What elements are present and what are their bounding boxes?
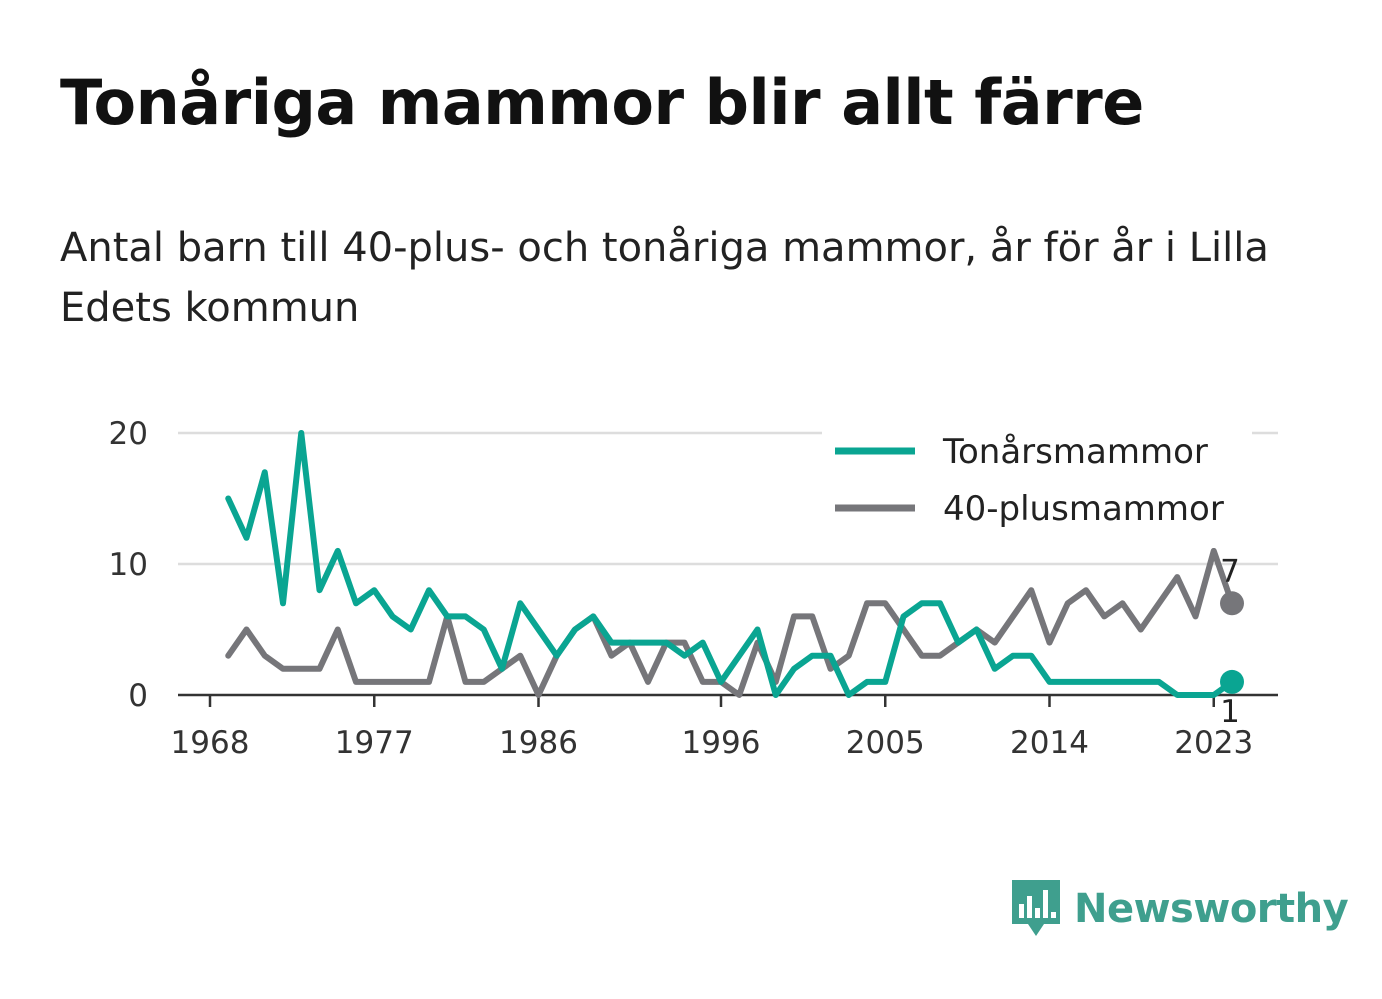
series-lines (225, 430, 1235, 698)
x-axis-ticks: 1968 1977 1986 1996 2005 2014 2023 (171, 695, 1253, 761)
legend-label-teen: Tonårsmammor (942, 432, 1208, 472)
newsworthy-icon (1012, 880, 1060, 936)
chart-subtitle: Antal barn till 40-plus- och tonåriga ma… (60, 225, 1269, 331)
brand-logo: Newsworthy (1010, 878, 1349, 940)
series-line-teen (225, 430, 1235, 698)
end-markers: 17 (1220, 553, 1244, 730)
brand-name: Newsworthy (1074, 886, 1349, 932)
chart-title: Tonåriga mammor blir allt färre (60, 66, 1144, 139)
end-marker-teen (1220, 669, 1244, 694)
y-tick-label: 10 (109, 547, 148, 583)
x-tick-label: 1996 (682, 725, 761, 761)
end-label-forty: 7 (1220, 553, 1240, 589)
x-tick-label: 2014 (1010, 725, 1089, 761)
x-tick-label: 1968 (171, 725, 250, 761)
y-axis-ticks: 0 10 20 (109, 416, 148, 714)
legend: Tonårsmammor 40-plusmammor (822, 418, 1252, 548)
x-tick-label: 1986 (499, 725, 578, 761)
x-tick-label: 2023 (1174, 725, 1253, 761)
end-marker-forty (1220, 591, 1244, 616)
legend-background (822, 418, 1252, 548)
legend-label-forty: 40-plusmammor (943, 489, 1224, 529)
y-tick-label: 20 (109, 416, 148, 452)
y-tick-label: 0 (128, 678, 148, 714)
end-label-teen: 1 (1220, 694, 1240, 730)
series-line-forty (225, 547, 1235, 698)
x-tick-label: 1977 (335, 725, 414, 761)
x-tick-label: 2005 (846, 725, 925, 761)
